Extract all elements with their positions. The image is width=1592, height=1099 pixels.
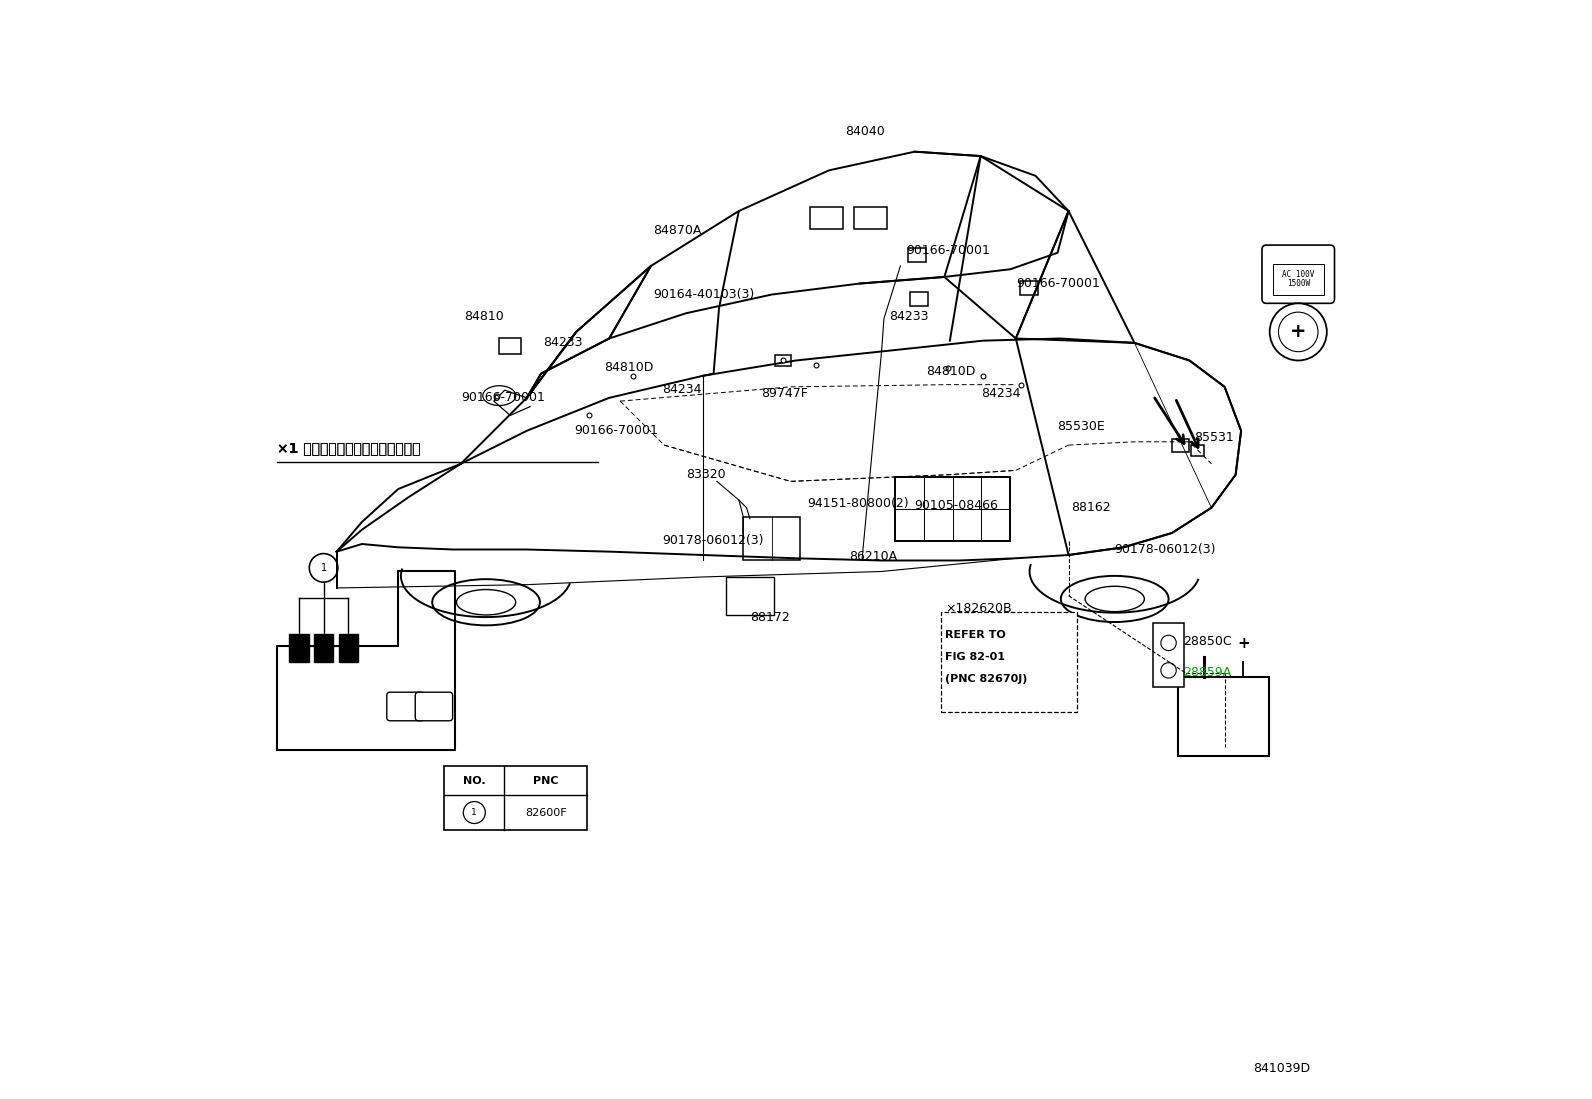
FancyBboxPatch shape [314,634,333,662]
FancyBboxPatch shape [444,766,587,830]
FancyBboxPatch shape [1153,623,1184,687]
Text: 84234: 84234 [981,387,1020,400]
FancyBboxPatch shape [855,207,887,229]
FancyBboxPatch shape [387,692,423,721]
Ellipse shape [433,579,540,625]
Text: 90105-08466: 90105-08466 [915,499,998,512]
FancyBboxPatch shape [1262,245,1334,303]
Text: 84810D: 84810D [925,365,974,378]
FancyBboxPatch shape [895,477,1011,541]
Text: +: + [1290,322,1307,342]
Circle shape [1161,635,1176,651]
Text: ×1 ラゲージルームリレーブロック: ×1 ラゲージルームリレーブロック [277,442,420,455]
Text: 85531: 85531 [1194,431,1234,444]
FancyBboxPatch shape [500,337,521,354]
FancyBboxPatch shape [941,612,1078,712]
FancyBboxPatch shape [1020,281,1038,295]
Text: 84870A: 84870A [653,224,702,237]
Text: 90166-70001: 90166-70001 [575,424,657,437]
Text: AC 100V
1500W: AC 100V 1500W [1282,269,1315,289]
Text: 90178-06012(3): 90178-06012(3) [1114,543,1216,556]
Text: 84234: 84234 [662,382,702,396]
Text: PNC: PNC [533,776,559,786]
Text: 28850C: 28850C [1183,635,1232,648]
Text: 85530E: 85530E [1057,420,1105,433]
Text: NO.: NO. [463,776,486,786]
Text: 28859A: 28859A [1183,666,1231,679]
FancyBboxPatch shape [911,292,928,306]
Circle shape [309,554,338,582]
Text: FIG 82-01: FIG 82-01 [946,652,1006,663]
Ellipse shape [482,386,516,406]
Circle shape [1270,303,1326,360]
Circle shape [1278,312,1318,352]
FancyBboxPatch shape [775,355,791,366]
FancyBboxPatch shape [810,207,844,229]
FancyBboxPatch shape [1172,439,1189,452]
Text: 89747F: 89747F [761,387,807,400]
Text: 90164-40103(3): 90164-40103(3) [653,288,755,301]
Text: 82600F: 82600F [525,808,567,818]
Circle shape [1161,663,1176,678]
Text: 88172: 88172 [750,611,790,624]
Text: 90166-70001: 90166-70001 [460,391,544,404]
Text: 90166-70001: 90166-70001 [906,244,990,257]
Text: 84233: 84233 [543,336,583,349]
FancyBboxPatch shape [1191,445,1204,456]
Ellipse shape [1060,576,1169,622]
Text: 83320: 83320 [686,468,726,481]
Text: 84040: 84040 [845,125,885,138]
Text: 86210A: 86210A [849,550,896,563]
Ellipse shape [457,589,516,615]
Text: 841039D: 841039D [1253,1062,1310,1075]
Text: ×1 ラゲージルームリレーブロック: ×1 ラゲージルームリレーブロック [277,442,420,455]
Text: 94151-80800(2): 94151-80800(2) [807,497,909,510]
FancyBboxPatch shape [288,634,309,662]
FancyBboxPatch shape [339,634,358,662]
Text: (PNC 82670J): (PNC 82670J) [946,674,1028,685]
Text: +: + [1237,635,1250,651]
FancyBboxPatch shape [743,517,801,560]
FancyBboxPatch shape [907,248,925,262]
Text: 84233: 84233 [890,310,928,323]
Text: 84810: 84810 [465,310,503,323]
FancyBboxPatch shape [416,692,452,721]
Text: REFER TO: REFER TO [946,630,1006,641]
Text: ×182620B: ×182620B [946,602,1013,615]
FancyBboxPatch shape [1274,264,1323,295]
FancyBboxPatch shape [1178,677,1269,756]
Text: 84810D: 84810D [603,360,653,374]
Text: 90166-70001: 90166-70001 [1016,277,1100,290]
Ellipse shape [1086,586,1145,612]
Text: 88162: 88162 [1071,501,1110,514]
Circle shape [463,801,486,823]
FancyBboxPatch shape [726,577,774,615]
Text: 1: 1 [471,808,478,817]
Text: 1: 1 [320,563,326,573]
Text: 90178-06012(3): 90178-06012(3) [662,534,764,547]
